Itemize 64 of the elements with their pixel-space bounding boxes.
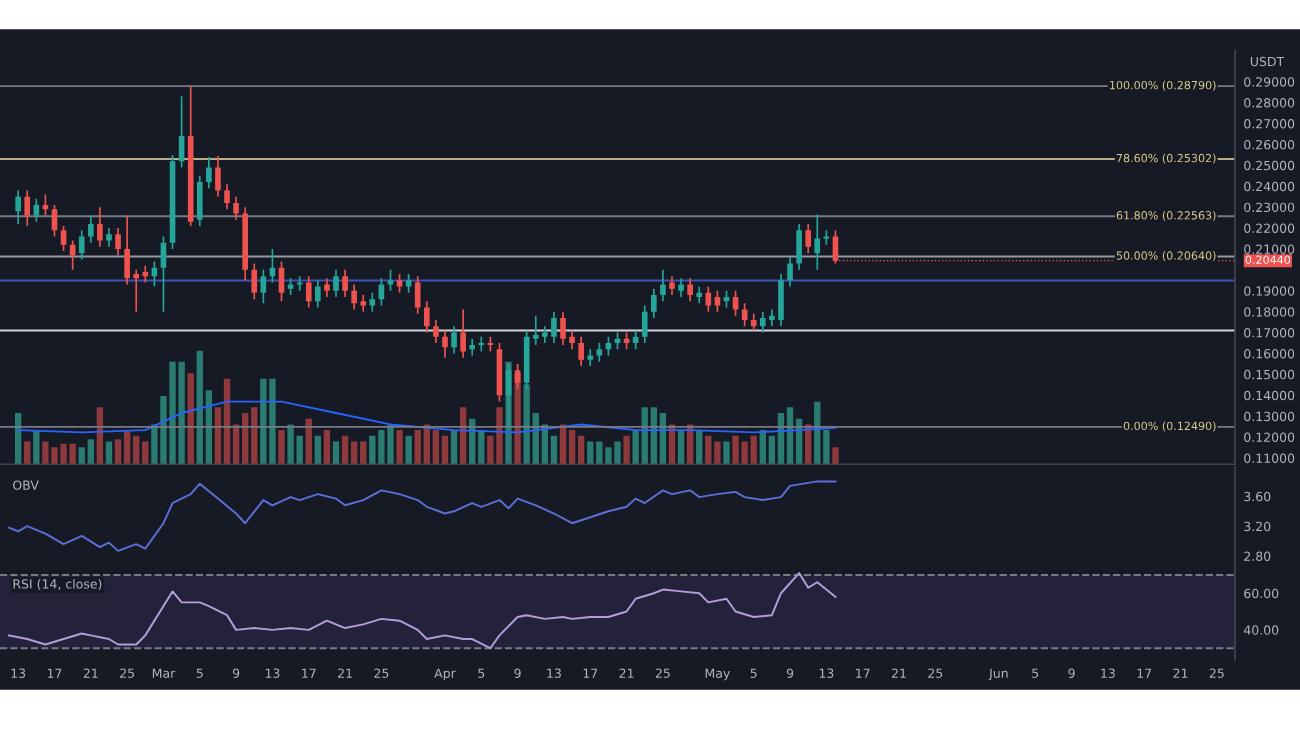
candlestick — [206, 156, 212, 190]
candlestick — [396, 273, 403, 294]
candlestick — [478, 335, 485, 353]
candlestick — [60, 225, 67, 252]
candlestick — [251, 262, 258, 300]
candlestick — [78, 229, 85, 261]
bar — [87, 439, 94, 465]
candlestick — [587, 348, 594, 367]
candlestick — [705, 285, 712, 313]
bar — [568, 430, 576, 465]
bar — [323, 430, 331, 465]
candlestick — [260, 269, 267, 305]
candlestick — [687, 277, 693, 303]
candlestick — [106, 227, 112, 248]
candlestick — [24, 189, 31, 227]
candlestick — [414, 275, 421, 315]
bar — [623, 435, 630, 465]
candlestick — [423, 300, 430, 334]
candlestick — [97, 206, 103, 248]
candlestick — [732, 289, 739, 317]
candlestick — [296, 275, 303, 292]
candlestick — [514, 363, 521, 390]
candlestick — [787, 256, 793, 288]
bar — [278, 430, 285, 465]
candlestick — [305, 275, 312, 309]
candlestick — [115, 227, 121, 257]
candlestick — [796, 223, 802, 271]
candlestick — [805, 223, 812, 254]
candlestick — [469, 338, 476, 357]
candlestick — [460, 308, 466, 359]
bar — [396, 430, 403, 465]
candlestick — [442, 329, 448, 359]
candlestick — [814, 213, 821, 271]
candlestick — [433, 319, 439, 344]
candlestick — [596, 342, 603, 363]
candlestick — [641, 304, 648, 344]
candlestick — [87, 214, 94, 244]
candlestick — [196, 174, 203, 227]
candlestick — [578, 335, 584, 367]
bar — [33, 430, 40, 465]
candlestick — [660, 269, 666, 303]
bar — [314, 435, 322, 465]
bar — [723, 441, 730, 465]
candlestick — [333, 269, 339, 298]
bar — [441, 435, 449, 465]
candlestick — [15, 189, 21, 225]
bar — [432, 430, 440, 465]
candlestick — [678, 277, 684, 298]
bar — [405, 435, 412, 465]
candlestick — [405, 273, 412, 294]
bar — [832, 447, 839, 465]
candlestick — [33, 197, 40, 223]
candlestick — [342, 269, 348, 298]
candlestick — [451, 325, 457, 355]
candlestick — [387, 269, 394, 292]
candlestick — [224, 183, 230, 211]
candlestick — [669, 275, 675, 296]
bar — [341, 435, 349, 465]
candlestick — [215, 155, 221, 198]
bar — [114, 439, 122, 465]
candlestick — [324, 277, 330, 298]
candlestick — [315, 279, 321, 309]
candlestick — [233, 195, 239, 221]
candlestick — [651, 287, 657, 319]
